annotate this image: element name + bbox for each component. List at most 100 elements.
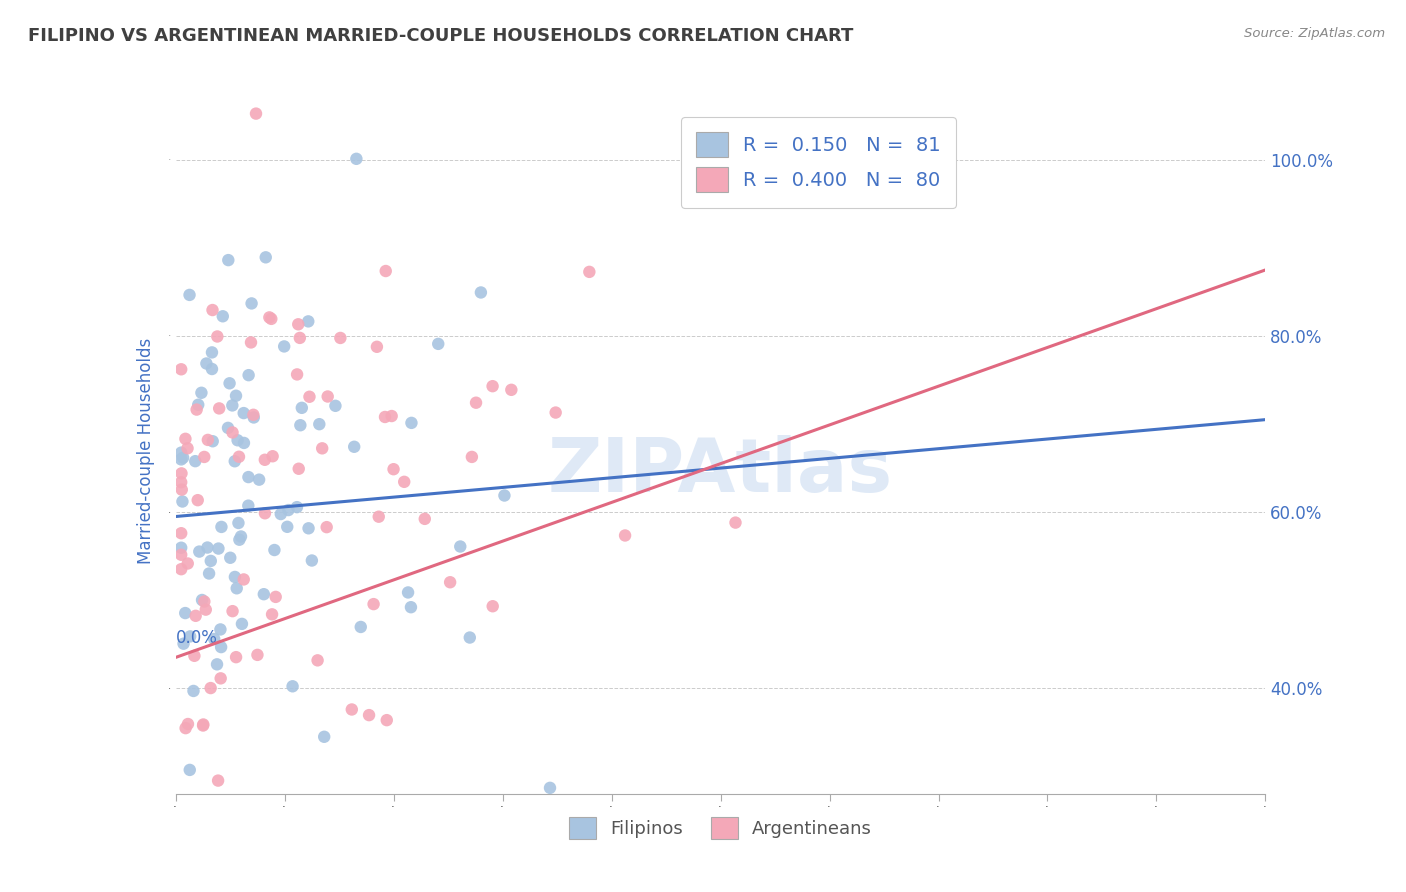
Point <box>193 450 215 464</box>
Point <box>238 368 260 383</box>
Point <box>209 623 232 637</box>
Point <box>174 721 197 735</box>
Point <box>205 657 228 672</box>
Point <box>290 418 312 433</box>
Point <box>231 616 253 631</box>
Point <box>374 409 396 424</box>
Point <box>242 410 264 425</box>
Point <box>481 379 503 393</box>
Point <box>174 432 197 446</box>
Point <box>288 331 311 345</box>
Point <box>260 607 283 622</box>
Point <box>173 637 195 651</box>
Legend: Filipinos, Argentineans: Filipinos, Argentineans <box>562 810 879 847</box>
Point <box>232 406 254 420</box>
Point <box>232 573 254 587</box>
Point <box>191 593 214 607</box>
Point <box>427 337 450 351</box>
Point <box>381 409 404 423</box>
Point <box>205 819 228 833</box>
Point <box>179 288 201 302</box>
Text: 0.0%: 0.0% <box>176 629 218 647</box>
Point <box>287 462 309 476</box>
Y-axis label: Married-couple Households: Married-couple Households <box>136 337 155 564</box>
Point <box>183 648 205 663</box>
Point <box>170 362 193 376</box>
Point <box>193 717 215 731</box>
Point <box>221 425 243 440</box>
Point <box>439 575 461 590</box>
Point <box>285 368 308 382</box>
Point <box>578 265 600 279</box>
Point <box>307 653 329 667</box>
Point <box>401 416 423 430</box>
Point <box>225 389 247 403</box>
Point <box>170 483 193 497</box>
Point <box>208 401 231 416</box>
Point <box>202 632 225 646</box>
Point <box>340 702 363 716</box>
Point <box>308 417 330 432</box>
Point <box>170 452 193 467</box>
Point <box>226 434 249 448</box>
Point <box>461 450 484 464</box>
Point <box>221 399 243 413</box>
Point <box>240 296 263 310</box>
Point <box>315 520 337 534</box>
Point <box>170 562 193 576</box>
Point <box>176 442 198 456</box>
Point <box>392 475 415 489</box>
Point <box>298 390 321 404</box>
Point <box>291 401 314 415</box>
Point <box>209 520 232 534</box>
Point <box>262 449 284 463</box>
Point <box>544 406 567 420</box>
Point <box>179 763 201 777</box>
Point <box>449 540 471 554</box>
Point <box>325 399 347 413</box>
Point <box>198 566 221 581</box>
Point <box>174 606 197 620</box>
Point <box>209 671 232 685</box>
Point <box>225 582 247 596</box>
Point <box>247 473 270 487</box>
Point <box>238 499 260 513</box>
Point <box>538 780 561 795</box>
Point <box>217 253 239 268</box>
Point <box>366 340 388 354</box>
Point <box>494 489 516 503</box>
Point <box>363 597 385 611</box>
Point <box>225 650 247 665</box>
Point <box>276 520 298 534</box>
Point <box>201 345 224 359</box>
Point <box>253 452 276 467</box>
Point <box>201 303 224 318</box>
Point <box>224 454 246 468</box>
Point <box>191 718 214 732</box>
Point <box>187 493 209 508</box>
Point <box>277 503 299 517</box>
Point <box>465 395 488 409</box>
Text: Source: ZipAtlas.com: Source: ZipAtlas.com <box>1244 27 1385 40</box>
Point <box>297 314 319 328</box>
Point <box>458 631 481 645</box>
Point <box>470 285 492 300</box>
Point <box>195 357 218 371</box>
Point <box>170 548 193 562</box>
Point <box>197 433 219 447</box>
Point <box>281 679 304 693</box>
Point <box>170 541 193 555</box>
Point <box>207 541 229 556</box>
Text: ZIPAtlas: ZIPAtlas <box>548 434 893 508</box>
Point <box>240 335 263 350</box>
Point <box>253 506 276 520</box>
Point <box>193 594 215 608</box>
Point <box>177 557 200 571</box>
Point <box>367 509 389 524</box>
Point <box>316 390 339 404</box>
Point <box>194 602 217 616</box>
Point <box>228 450 250 464</box>
Point <box>187 398 209 412</box>
Point <box>217 421 239 435</box>
Point <box>221 604 243 618</box>
